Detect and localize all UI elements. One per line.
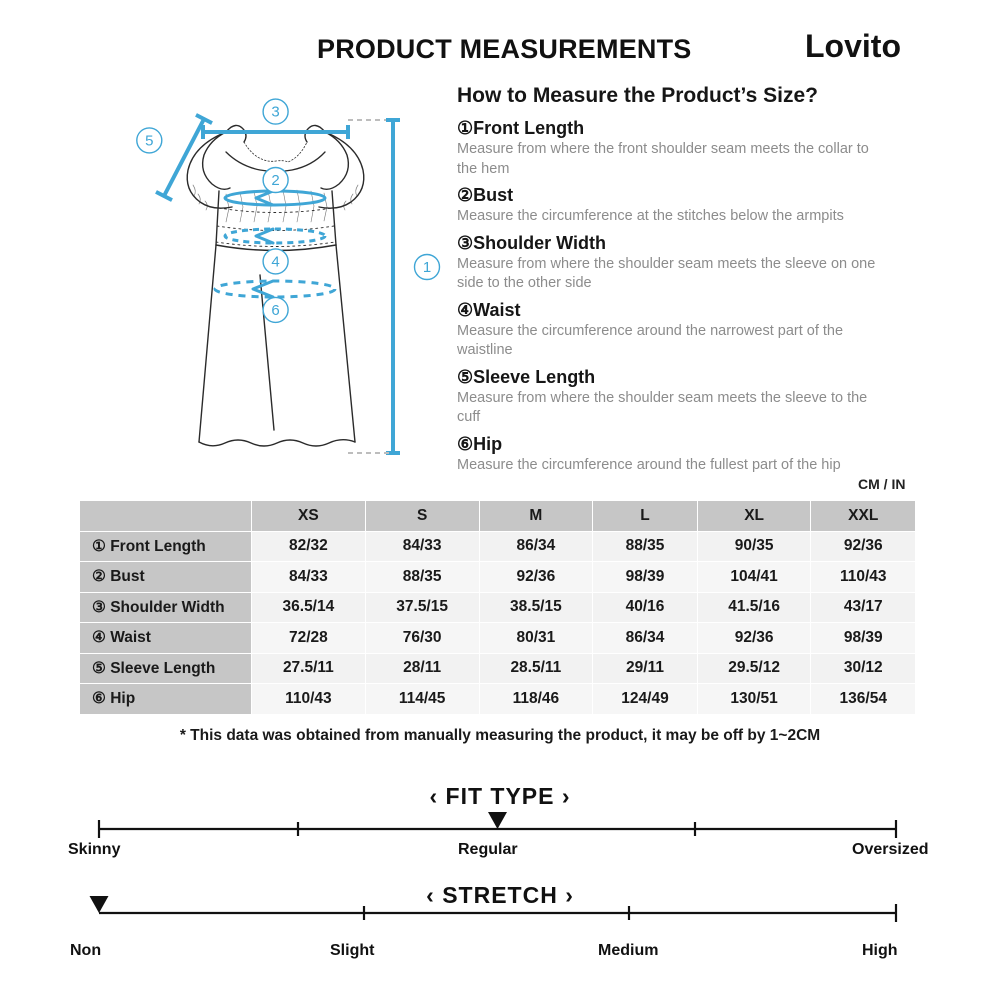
svg-text:2: 2 <box>271 172 279 189</box>
svg-text:4: 4 <box>271 253 279 270</box>
svg-text:5: 5 <box>145 132 153 149</box>
svg-text:3: 3 <box>271 104 279 121</box>
svg-text:6: 6 <box>271 302 279 319</box>
svg-text:1: 1 <box>423 259 431 276</box>
